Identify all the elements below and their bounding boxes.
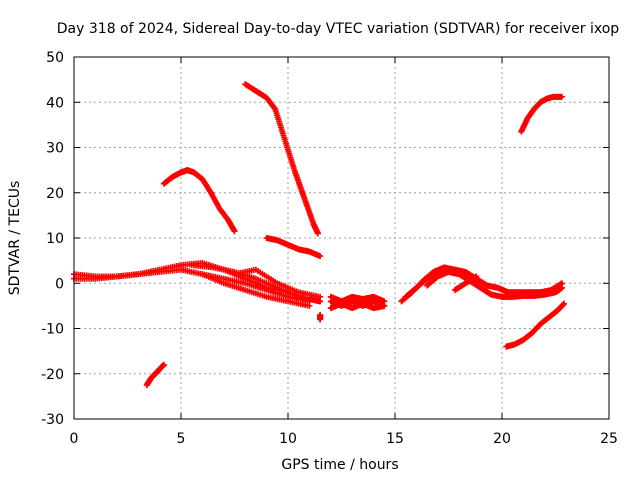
x-tick-label: 5	[177, 431, 186, 447]
series-arc-3	[263, 235, 324, 260]
series-arc-6	[503, 300, 568, 350]
data-point	[558, 93, 565, 100]
y-tick-label: -30	[41, 412, 64, 428]
plot-frame	[73, 56, 610, 420]
data-point	[314, 230, 321, 237]
x-tick-label: 10	[279, 431, 297, 447]
data-point	[317, 253, 324, 260]
x-axis-label: GPS time / hours	[281, 457, 398, 473]
series-arc-2	[242, 81, 321, 237]
series-band-k	[424, 268, 565, 300]
y-axis-label: SDTVAR / TECUs	[7, 181, 23, 296]
data-point	[317, 316, 324, 323]
y-tick-label: 30	[46, 141, 64, 157]
series-band-b	[71, 266, 313, 309]
y-tick-label: 40	[46, 95, 64, 111]
series-arc-1	[160, 167, 238, 235]
gridlines	[74, 57, 609, 419]
tick-labels: 0 5 10 15 20 25 -30 -20 -10 0 10 20 30 40 50	[41, 50, 618, 447]
y-tick-label: -10	[41, 322, 64, 338]
series-band-l	[451, 273, 480, 294]
series-band-h	[327, 300, 388, 312]
data-point	[473, 273, 480, 280]
x-tick-label: 25	[600, 431, 618, 447]
data-point	[271, 104, 278, 111]
y-tick-label: 10	[46, 231, 64, 247]
data-point	[558, 284, 565, 291]
data-point	[381, 302, 388, 309]
data-point	[160, 361, 167, 368]
x-tick-label: 15	[386, 431, 404, 447]
y-tick-label: 50	[46, 50, 64, 66]
series-band-c	[188, 262, 324, 305]
series-arc-5	[518, 93, 565, 135]
data-point	[561, 300, 568, 307]
x-tick-label: 0	[70, 431, 79, 447]
data-marks	[71, 81, 568, 389]
y-tick-label: 0	[55, 276, 64, 292]
series-band-g	[327, 293, 388, 305]
series-band-d	[199, 271, 313, 305]
series-band-e	[231, 266, 324, 300]
y-tick-label: 20	[46, 186, 64, 202]
data-point	[231, 228, 238, 235]
series-arc-4	[143, 361, 167, 389]
x-tick-label: 20	[493, 431, 511, 447]
chart-title: Day 318 of 2024, Sidereal Day-to-day VTE…	[57, 21, 620, 37]
y-tick-label: -20	[41, 367, 64, 383]
series-isolated	[317, 311, 324, 323]
data-point	[317, 293, 324, 300]
data-point	[306, 298, 313, 305]
